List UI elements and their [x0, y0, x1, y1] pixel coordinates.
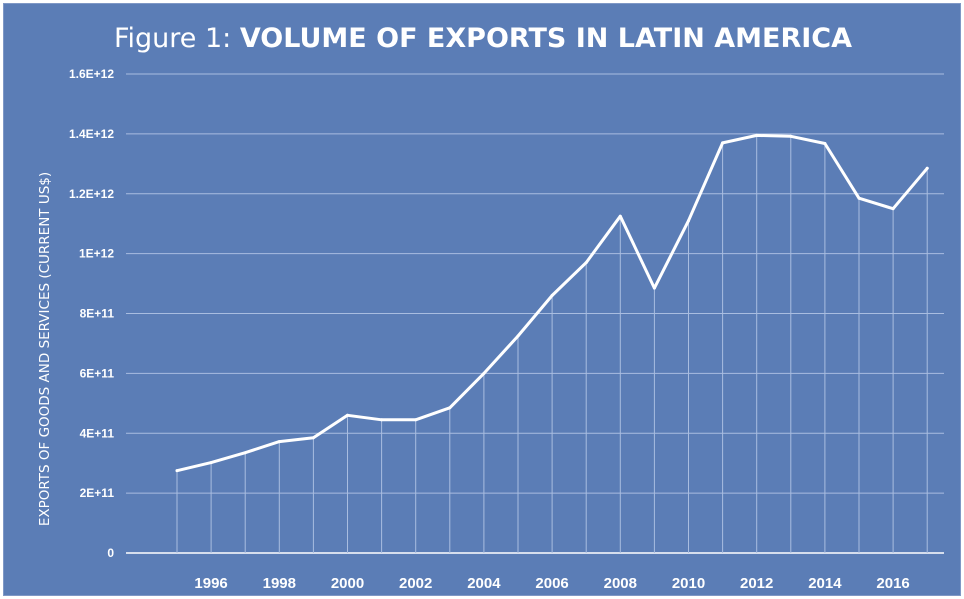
x-tick-label: 2004 — [467, 575, 501, 592]
x-tick-label: 2014 — [808, 575, 842, 592]
data-point — [482, 371, 486, 375]
data-point — [346, 413, 349, 417]
data-point — [414, 418, 418, 422]
x-tick-label: 2006 — [535, 575, 568, 592]
y-tick-label: 1.4E+12 — [69, 127, 114, 141]
y-tick-label: 6E+11 — [80, 366, 115, 380]
data-point — [925, 166, 929, 170]
y-tick-labels: 0 2E+11 4E+11 6E+11 8E+11 1E+12 1.2E+12 1.4E+12… — [69, 67, 114, 560]
data-point — [652, 286, 656, 290]
y-tick-label: 4E+11 — [80, 426, 115, 440]
chart-frame: Figure 1: VOLUME OF EXPORTS IN LATIN AME… — [3, 3, 961, 596]
data-point — [516, 334, 520, 338]
chart-title: Figure 1: VOLUME OF EXPORTS IN LATIN AME… — [114, 23, 852, 54]
y-axis-label: EXPORTS OF GOODS AND SERVICES (CURRENT U… — [37, 172, 53, 526]
x-tick-label: 1998 — [263, 575, 296, 592]
chart-svg: Figure 1: VOLUME OF EXPORTS IN LATIN AME… — [37, 23, 944, 592]
x-tick-label: 2002 — [399, 575, 432, 592]
y-tick-label: 1E+12 — [79, 247, 114, 261]
data-point — [687, 219, 690, 223]
y-tick-label: 2E+11 — [80, 486, 115, 500]
y-tick-label: 0 — [107, 546, 114, 560]
data-point — [175, 469, 179, 473]
x-tick-label: 2016 — [876, 575, 909, 592]
y-tick-label: 1.2E+12 — [69, 187, 114, 201]
data-point — [891, 207, 895, 211]
data-points — [175, 133, 929, 473]
data-point — [311, 436, 315, 440]
data-point — [618, 214, 622, 218]
data-point — [789, 134, 793, 138]
data-point — [243, 451, 247, 455]
y-tick-label: 8E+11 — [80, 307, 115, 321]
chart-title-prefix: Figure 1: — [114, 23, 240, 54]
x-tick-label: 2010 — [672, 575, 705, 592]
data-point — [721, 141, 725, 145]
drop-lines — [176, 135, 928, 553]
data-point — [380, 418, 384, 422]
x-tick-label: 2000 — [331, 575, 364, 592]
data-point — [755, 133, 759, 137]
x-tick-label: 2012 — [740, 575, 773, 592]
x-tick-label: 1996 — [194, 575, 227, 592]
chart-title-bold: VOLUME OF EXPORTS IN LATIN AMERICA — [240, 23, 852, 54]
data-point — [584, 261, 588, 265]
data-point — [209, 461, 213, 465]
x-tick-label: 2008 — [604, 575, 637, 592]
x-tick-labels: 1996 1998 2000 2002 2004 2006 2008 2010 2012 2014… — [194, 575, 909, 592]
data-point — [448, 406, 452, 410]
data-point — [823, 141, 827, 145]
data-point — [277, 440, 281, 444]
data-point — [550, 294, 554, 298]
y-tick-label: 1.6E+12 — [69, 67, 114, 81]
data-point — [857, 196, 861, 200]
